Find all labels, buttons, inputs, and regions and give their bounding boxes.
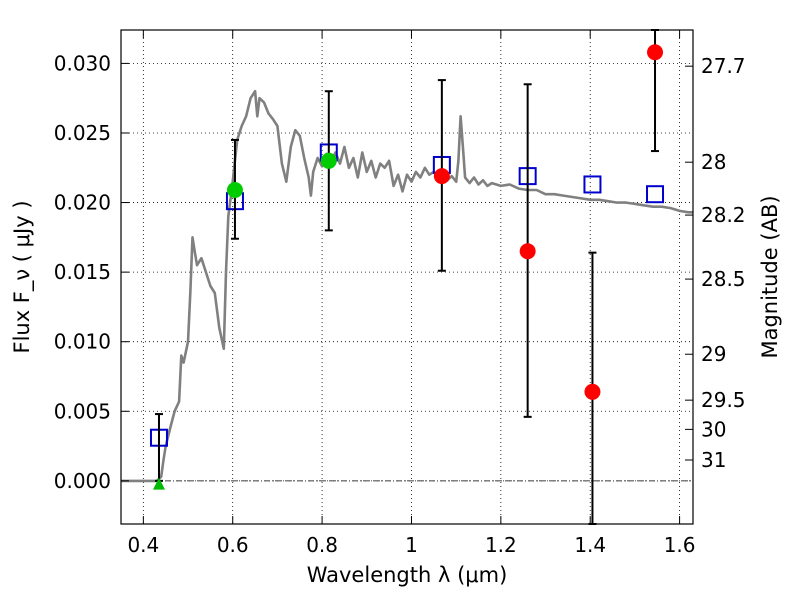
photometry-point [519, 243, 536, 260]
x-tick-label: 0.4 [127, 533, 159, 557]
x-tick-label: 0.6 [217, 533, 249, 557]
y-right-tick-label: 27.7 [701, 54, 746, 78]
ticks: 0.4 0.6 0.8 1 1.2 1.4 1.6 0.000 0.005 0.010 0.015 0… [54, 30, 746, 557]
x-tick-label: 1.6 [664, 533, 696, 557]
model-flux-square [646, 185, 665, 204]
y-tick-label: 0.025 [54, 121, 111, 145]
x-tick-label: 1.4 [574, 533, 606, 557]
y-tick-label: 0.005 [54, 399, 111, 423]
y-right-tick-label: 28.2 [701, 203, 746, 227]
y-right-tick-label: 28 [701, 150, 726, 174]
spectrum [121, 89, 693, 483]
y-axis-label: Flux F_ν ( μJy ) [10, 200, 35, 353]
spectrum-line [121, 89, 693, 483]
x-tick-label: 1.2 [485, 533, 517, 557]
upper-limit-triangle [152, 477, 165, 490]
photometry-point [320, 152, 337, 169]
markers [149, 29, 665, 525]
y-right-tick-label: 29 [701, 342, 726, 366]
y-right-tick-label: 29.5 [701, 388, 746, 412]
model-flux-square [583, 175, 602, 194]
y-tick-label: 0.010 [54, 330, 111, 354]
y-tick-label: 0.000 [54, 469, 111, 493]
photometry-point [584, 383, 601, 400]
y-right-tick-label: 28.5 [701, 267, 746, 291]
y-tick-label: 0.015 [54, 260, 111, 284]
x-axis-label: Wavelength λ (μm) [307, 563, 508, 587]
photometry-point [226, 182, 243, 199]
x-tick-label: 1 [405, 533, 418, 557]
y-tick-label: 0.020 [54, 191, 111, 215]
photometry-point [433, 168, 450, 185]
y-axis-right-label: Magnitude (AB) [758, 195, 782, 358]
plot-frame [120, 29, 694, 525]
y-tick-label: 0.030 [54, 51, 111, 75]
photometry-point [647, 44, 664, 61]
x-tick-label: 0.8 [306, 533, 338, 557]
y-right-tick-label: 31 [701, 448, 726, 472]
y-right-tick-label: 30 [701, 417, 726, 441]
